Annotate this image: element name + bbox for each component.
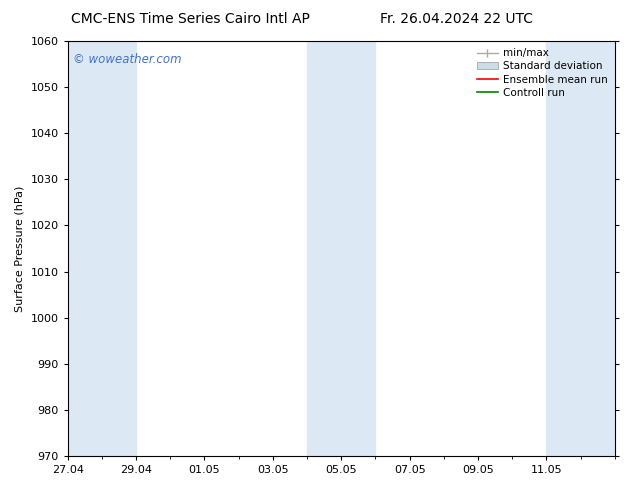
Bar	[68, 41, 136, 456]
Text: © woweather.com: © woweather.com	[73, 53, 182, 67]
Legend: min/max, Standard deviation, Ensemble mean run, Controll run: min/max, Standard deviation, Ensemble me…	[472, 44, 612, 102]
Bar	[307, 41, 375, 456]
Text: Fr. 26.04.2024 22 UTC: Fr. 26.04.2024 22 UTC	[380, 12, 533, 26]
Bar	[547, 41, 615, 456]
Text: CMC-ENS Time Series Cairo Intl AP: CMC-ENS Time Series Cairo Intl AP	[71, 12, 309, 26]
Y-axis label: Surface Pressure (hPa): Surface Pressure (hPa)	[15, 185, 25, 312]
